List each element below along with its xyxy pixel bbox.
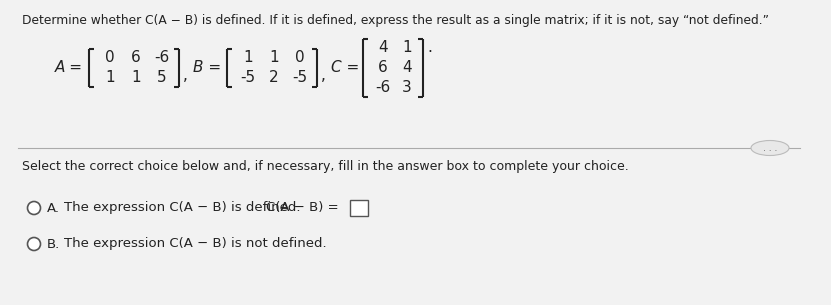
Text: 1: 1 [269, 51, 279, 66]
Text: C(A − B) =: C(A − B) = [266, 202, 338, 214]
Text: A =: A = [55, 60, 83, 76]
Text: 4: 4 [402, 60, 412, 76]
Text: ,: , [183, 69, 188, 84]
Text: 4: 4 [378, 41, 388, 56]
FancyBboxPatch shape [350, 200, 368, 216]
Text: -5: -5 [293, 70, 307, 85]
Text: The expression C(A − B) is defined.: The expression C(A − B) is defined. [64, 202, 301, 214]
Text: The expression C(A − B) is not defined.: The expression C(A − B) is not defined. [64, 238, 327, 250]
Text: . . .: . . . [763, 144, 777, 153]
Text: B.: B. [47, 238, 61, 250]
Text: 1: 1 [131, 70, 140, 85]
Text: 3: 3 [402, 81, 412, 95]
Text: Determine whether C(A − B) is defined. If it is defined, express the result as a: Determine whether C(A − B) is defined. I… [22, 14, 769, 27]
Circle shape [27, 202, 41, 214]
Text: ,: , [321, 69, 326, 84]
Text: .: . [427, 40, 432, 55]
Text: 6: 6 [131, 51, 141, 66]
Text: -6: -6 [155, 51, 170, 66]
Text: C =: C = [331, 60, 359, 76]
Text: 0: 0 [295, 51, 305, 66]
Text: 6: 6 [378, 60, 388, 76]
Text: 5: 5 [157, 70, 167, 85]
Text: -6: -6 [376, 81, 391, 95]
Text: Select the correct choice below and, if necessary, fill in the answer box to com: Select the correct choice below and, if … [22, 160, 629, 173]
Text: B =: B = [193, 60, 221, 76]
Text: 1: 1 [106, 70, 115, 85]
Text: 0: 0 [106, 51, 115, 66]
Ellipse shape [751, 141, 789, 156]
Circle shape [27, 238, 41, 250]
Text: 1: 1 [402, 41, 412, 56]
Text: 2: 2 [269, 70, 279, 85]
Text: 1: 1 [243, 51, 253, 66]
Text: A.: A. [47, 202, 60, 214]
Text: -5: -5 [240, 70, 256, 85]
